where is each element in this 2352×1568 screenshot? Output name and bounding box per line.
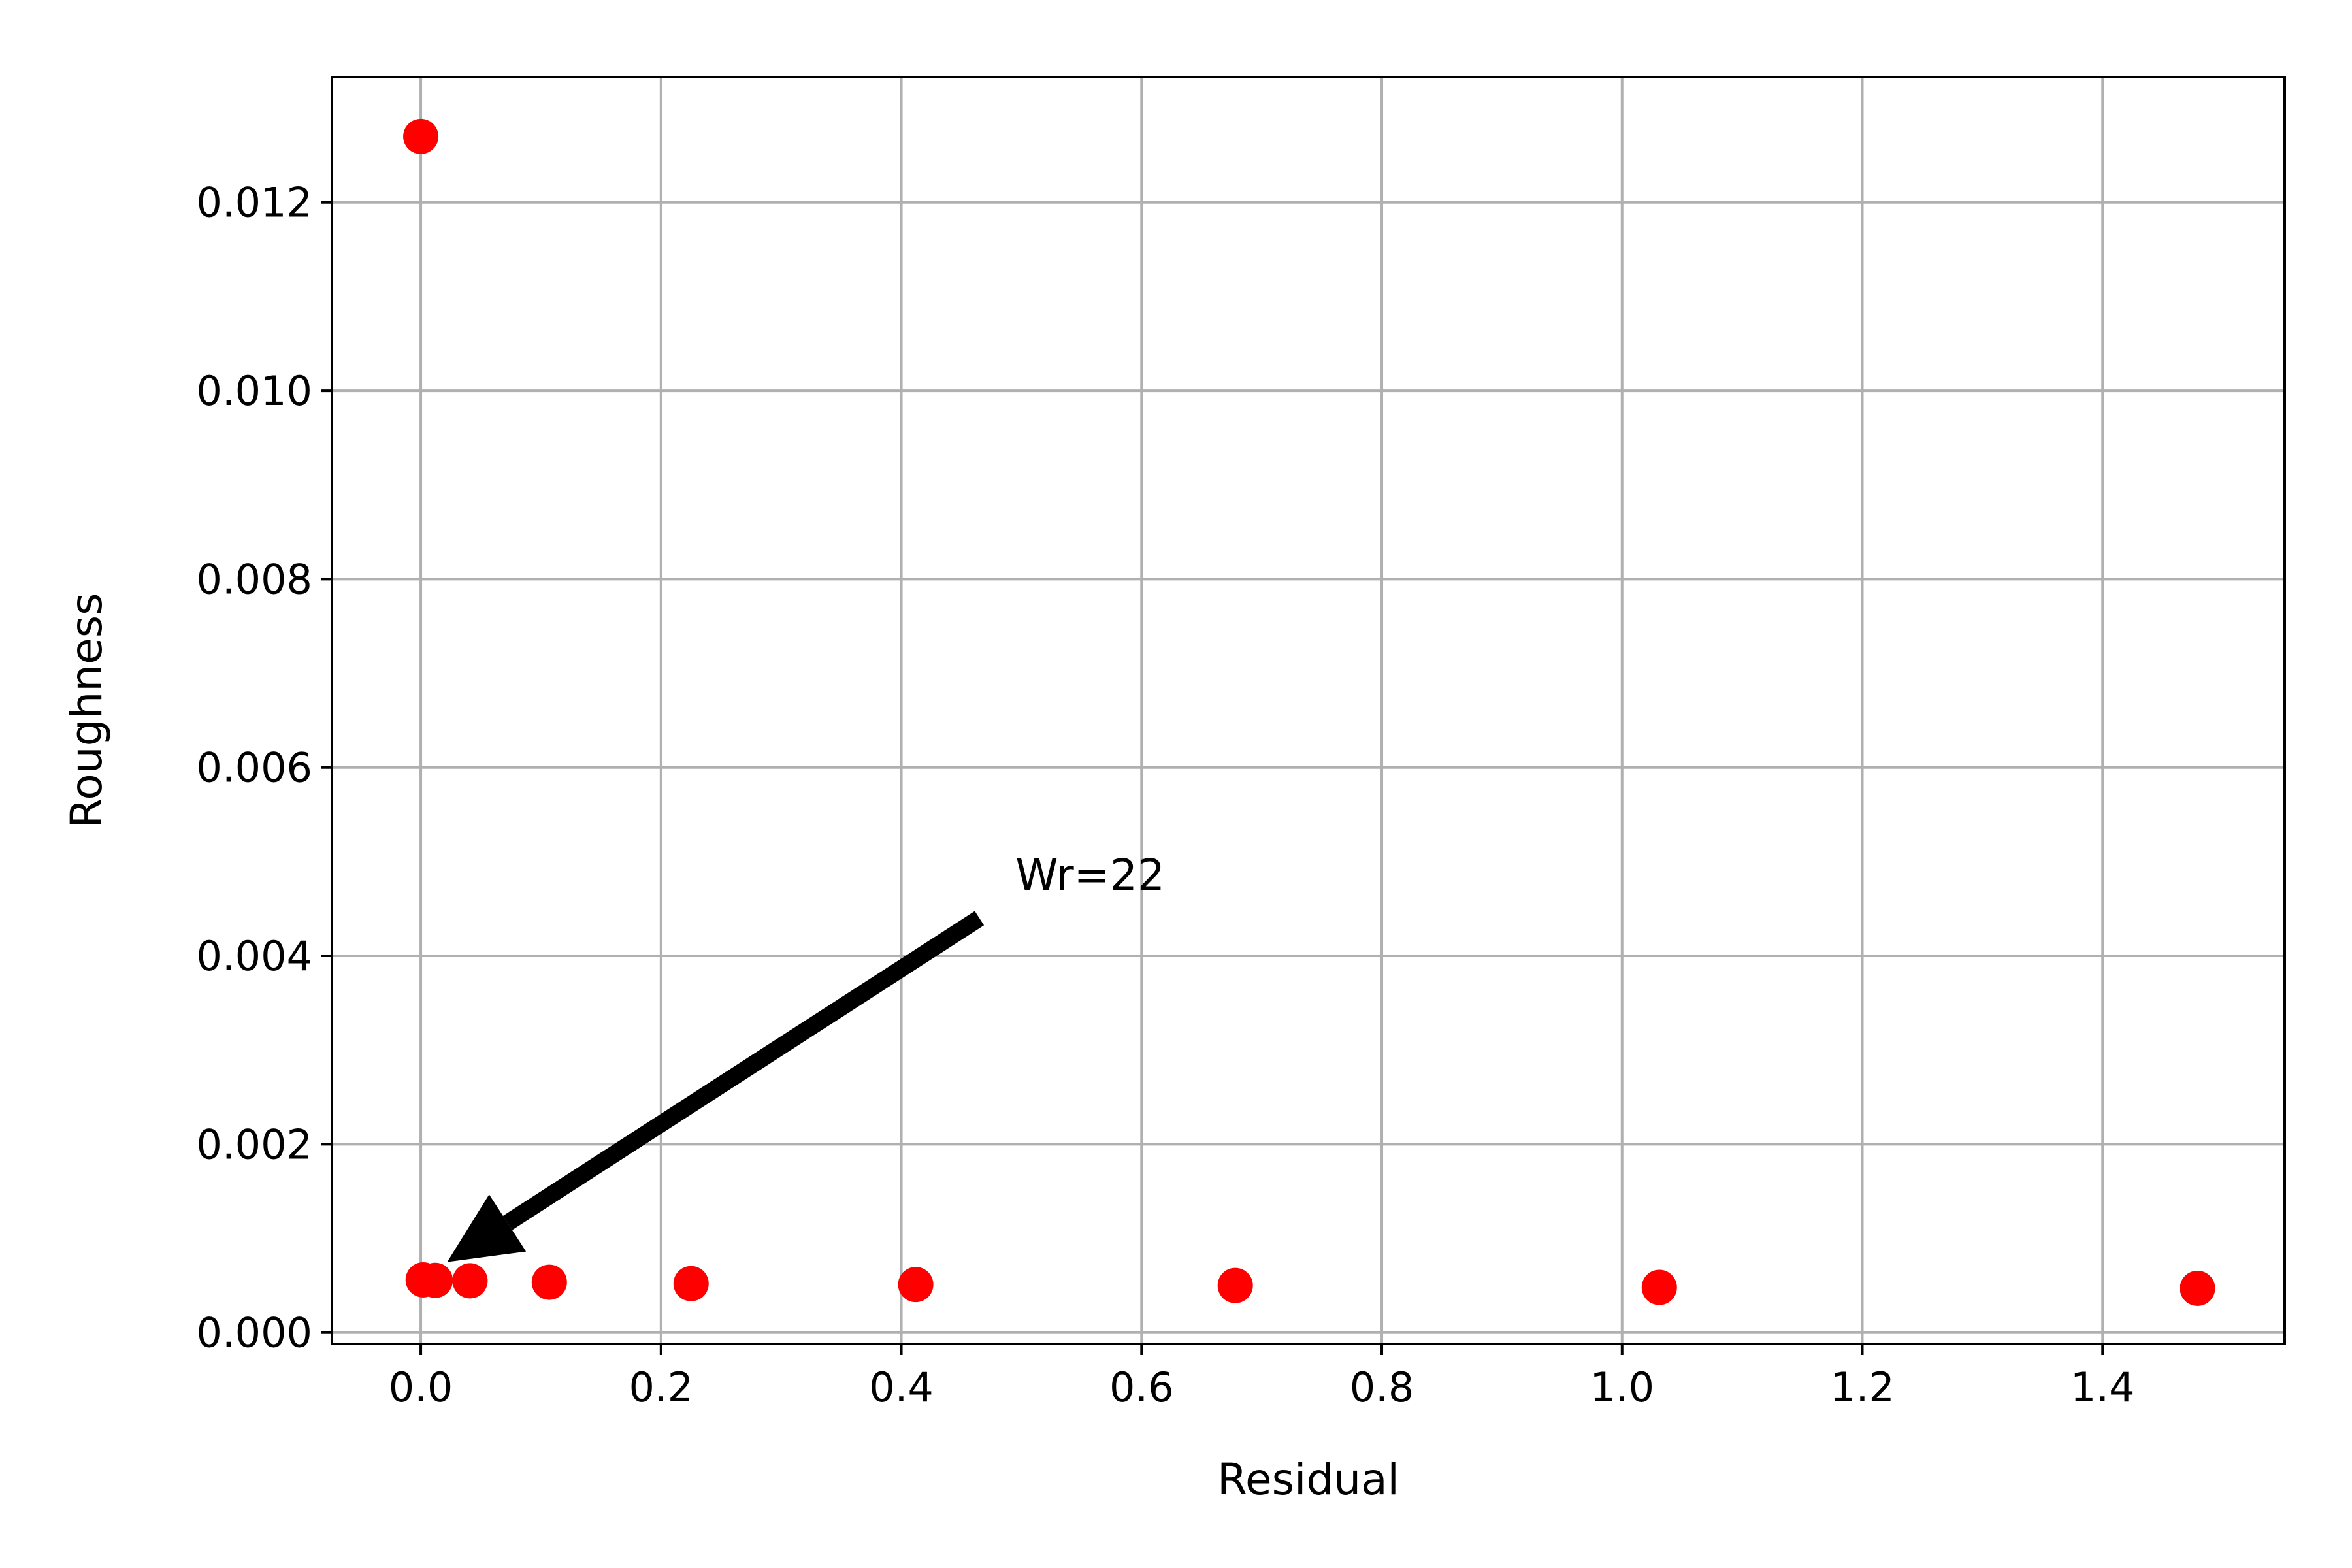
plot-area-frame (331, 76, 2286, 1345)
annotation-arrow-head (447, 1194, 527, 1262)
data-point (898, 1267, 934, 1303)
x-tick-label: 1.4 (2070, 1364, 2135, 1411)
data-point (452, 1263, 488, 1299)
annotation-text: Wr=22 (1015, 850, 1165, 900)
data-point (417, 1262, 453, 1298)
y-tick-label: 0.000 (197, 1309, 313, 1357)
y-tick-label: 0.012 (197, 179, 313, 227)
data-point (1217, 1267, 1253, 1303)
x-tick-label: 0.6 (1109, 1364, 1174, 1411)
x-tick-label: 1.0 (1590, 1364, 1654, 1411)
grid (332, 77, 2285, 1344)
data-point (531, 1264, 567, 1300)
y-axis-label: Roughness (61, 593, 112, 828)
data-point (1641, 1269, 1677, 1305)
axis-ticks: 0.0 0.2 0.4 0.6 0.8 1.0 1.2 1.4 0.000 0.002 0.004 0… (197, 179, 2135, 1411)
x-axis-label: Residual (1217, 1454, 1399, 1505)
data-point (2180, 1270, 2215, 1306)
x-tick-label: 0.8 (1350, 1364, 1414, 1411)
y-tick-label: 0.004 (197, 932, 313, 980)
data-point (403, 118, 439, 154)
x-tick-label: 1.2 (1830, 1364, 1895, 1411)
data-points (403, 118, 2215, 1306)
y-tick-label: 0.008 (197, 555, 313, 603)
y-tick-label: 0.002 (197, 1120, 313, 1168)
annotation-arrow-shaft (502, 911, 985, 1230)
x-tick-label: 0.0 (389, 1364, 453, 1411)
x-tick-label: 0.4 (869, 1364, 934, 1411)
annotation: Wr=22 (447, 850, 1165, 1262)
data-point (673, 1266, 709, 1301)
x-tick-label: 0.2 (629, 1364, 694, 1411)
y-tick-label: 0.010 (197, 367, 313, 415)
y-tick-label: 0.006 (197, 744, 313, 792)
